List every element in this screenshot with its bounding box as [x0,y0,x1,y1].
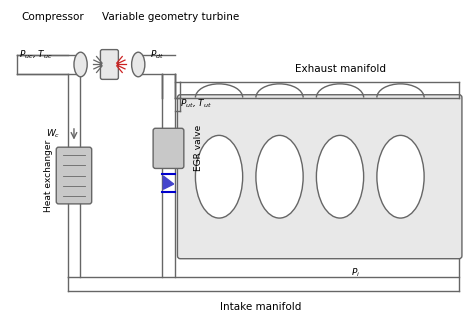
FancyBboxPatch shape [56,147,91,204]
Text: EGR valve: EGR valve [193,125,202,171]
Polygon shape [163,176,173,189]
Ellipse shape [74,52,87,77]
Text: Variable geometry turbine: Variable geometry turbine [102,12,239,22]
Ellipse shape [316,135,364,218]
FancyBboxPatch shape [100,50,118,80]
Text: Compressor: Compressor [21,12,84,22]
Text: Heat exchanger: Heat exchanger [44,139,53,212]
Text: Exhaust manifold: Exhaust manifold [295,64,386,74]
FancyBboxPatch shape [177,95,462,259]
Text: $W_c$: $W_c$ [46,128,61,141]
Ellipse shape [256,135,303,218]
Text: $P_{ut}$, $T_{ut}$: $P_{ut}$, $T_{ut}$ [180,98,212,110]
Text: Intake manifold: Intake manifold [220,302,301,312]
Ellipse shape [132,52,145,77]
Text: $P_{dt}$: $P_{dt}$ [150,48,164,61]
Text: $P_{uc}$, $T_{uc}$: $P_{uc}$, $T_{uc}$ [18,48,53,61]
FancyBboxPatch shape [153,128,184,169]
Ellipse shape [377,135,424,218]
Text: $P_i$: $P_i$ [351,266,360,279]
Ellipse shape [195,135,243,218]
